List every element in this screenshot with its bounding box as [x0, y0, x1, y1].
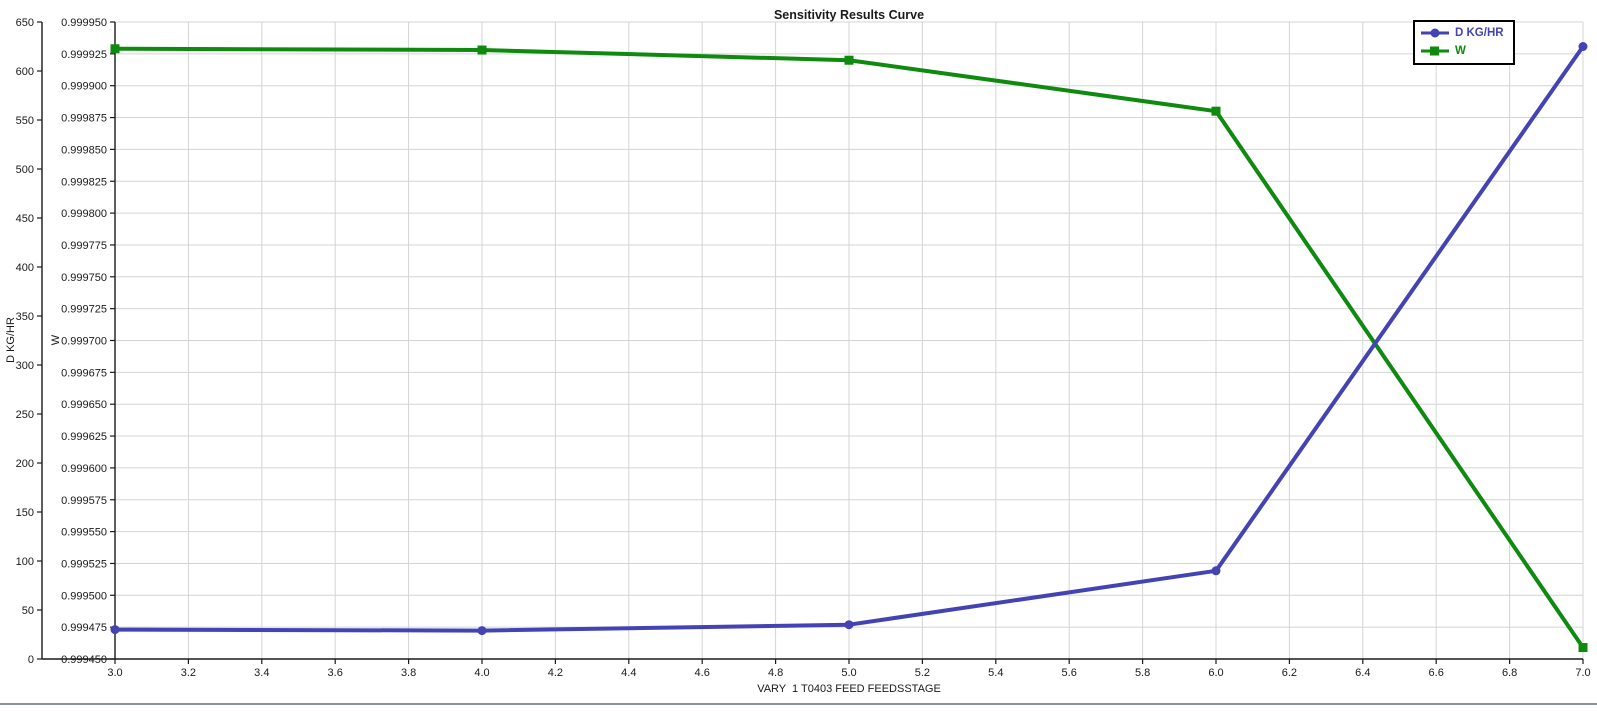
line-square-marker-icon — [1421, 46, 1449, 56]
data-point — [110, 625, 120, 635]
x-tick-label: 3.8 — [401, 667, 416, 679]
window-bottom-divider — [0, 703, 1597, 705]
w-axis-tick-label: 0.999725 — [61, 304, 107, 316]
x-tick-label: 6.2 — [1282, 667, 1297, 679]
w-axis-tick-label: 0.999700 — [61, 336, 107, 348]
legend-item-w: W — [1420, 42, 1504, 60]
x-tick-label: 5.0 — [841, 667, 856, 679]
x-tick-label: 3.6 — [328, 667, 343, 679]
data-point — [1578, 643, 1588, 653]
d-axis-title: D KG/HR — [5, 317, 17, 363]
x-tick-label: 3.4 — [254, 667, 269, 679]
d-axis-tick-label: 600 — [16, 66, 34, 78]
d-axis-tick-label: 150 — [16, 507, 34, 519]
w-axis-tick-label: 0.999575 — [61, 495, 107, 507]
data-point — [1211, 566, 1221, 576]
x-tick-label: 5.4 — [988, 667, 1003, 679]
w-axis-tick-label: 0.999650 — [61, 399, 107, 411]
x-tick-label: 4.8 — [768, 667, 783, 679]
d-axis-tick-label: 650 — [16, 17, 34, 29]
x-tick-label: 4.6 — [695, 667, 710, 679]
line-circle-marker-icon — [1421, 28, 1449, 38]
data-point — [1578, 42, 1588, 51]
w-axis-tick-label: 0.999775 — [61, 240, 107, 252]
x-tick-label: 6.0 — [1208, 667, 1223, 679]
x-tick-label: 4.0 — [474, 667, 489, 679]
x-axis-title: VARY 1 T0403 FEED FEEDSSTAGE — [757, 683, 941, 695]
w-axis-tick-label: 0.999925 — [61, 49, 107, 61]
w-axis-tick-label: 0.999875 — [61, 113, 107, 125]
d-axis-tick-label: 400 — [16, 262, 34, 274]
w-axis-tick-label: 0.999675 — [61, 367, 107, 379]
w-axis-tick-label: 0.999625 — [61, 431, 107, 443]
legend-item-d-kg-hr: D KG/HR — [1420, 24, 1504, 42]
x-tick-label: 3.0 — [107, 667, 122, 679]
w-axis-tick-label: 0.999800 — [61, 208, 107, 220]
w-axis-tick-label: 0.999475 — [61, 622, 107, 634]
chart-title: Sensitivity Results Curve — [773, 8, 925, 22]
x-tick-label: 4.2 — [548, 667, 563, 679]
x-tick-label: 6.6 — [1429, 667, 1444, 679]
w-axis-tick-label: 0.999500 — [61, 590, 107, 602]
w-axis-tick-label: 0.999850 — [61, 144, 107, 156]
d-axis-tick-label: 100 — [16, 556, 34, 568]
w-axis-tick-label: 0.999900 — [61, 81, 107, 93]
w-axis-tick-label: 0.999750 — [61, 272, 107, 284]
d-axis-tick-label: 500 — [16, 164, 34, 176]
x-tick-label: 6.8 — [1502, 667, 1517, 679]
x-tick-label: 3.2 — [181, 667, 196, 679]
w-axis-tick-label: 0.999600 — [61, 463, 107, 475]
d-axis-tick-label: 250 — [16, 409, 34, 421]
d-axis-tick-label: 50 — [22, 605, 34, 617]
x-tick-label: 4.4 — [621, 667, 636, 679]
data-point — [477, 626, 487, 636]
d-axis-tick-label: 450 — [16, 213, 34, 225]
w-axis-title: W — [50, 334, 62, 346]
data-point — [110, 44, 120, 54]
data-point — [844, 55, 854, 65]
w-axis-tick-label: 0.999550 — [61, 527, 107, 539]
data-point — [1211, 106, 1221, 116]
x-tick-label: 6.4 — [1355, 667, 1370, 679]
data-point — [477, 45, 487, 55]
x-tick-label: 5.6 — [1062, 667, 1077, 679]
d-axis-tick-label: 0 — [28, 654, 34, 666]
d-axis-tick-label: 550 — [16, 115, 34, 127]
w-axis-tick-label: 0.999525 — [61, 558, 107, 570]
x-tick-label: 7.0 — [1575, 667, 1590, 679]
legend: D KG/HR W — [1413, 20, 1515, 65]
x-tick-label: 5.8 — [1135, 667, 1150, 679]
x-tick-label: 5.2 — [915, 667, 930, 679]
d-axis-tick-label: 350 — [16, 311, 34, 323]
w-axis-tick-label: 0.999950 — [61, 17, 107, 29]
data-point — [844, 620, 854, 630]
legend-label: D KG/HR — [1455, 27, 1504, 39]
w-axis-tick-label: 0.999825 — [61, 176, 107, 188]
w-axis-tick-label: 0.999450 — [61, 654, 107, 666]
d-axis-tick-label: 300 — [16, 360, 34, 372]
legend-label: W — [1455, 45, 1466, 57]
d-axis-tick-label: 200 — [16, 458, 34, 470]
